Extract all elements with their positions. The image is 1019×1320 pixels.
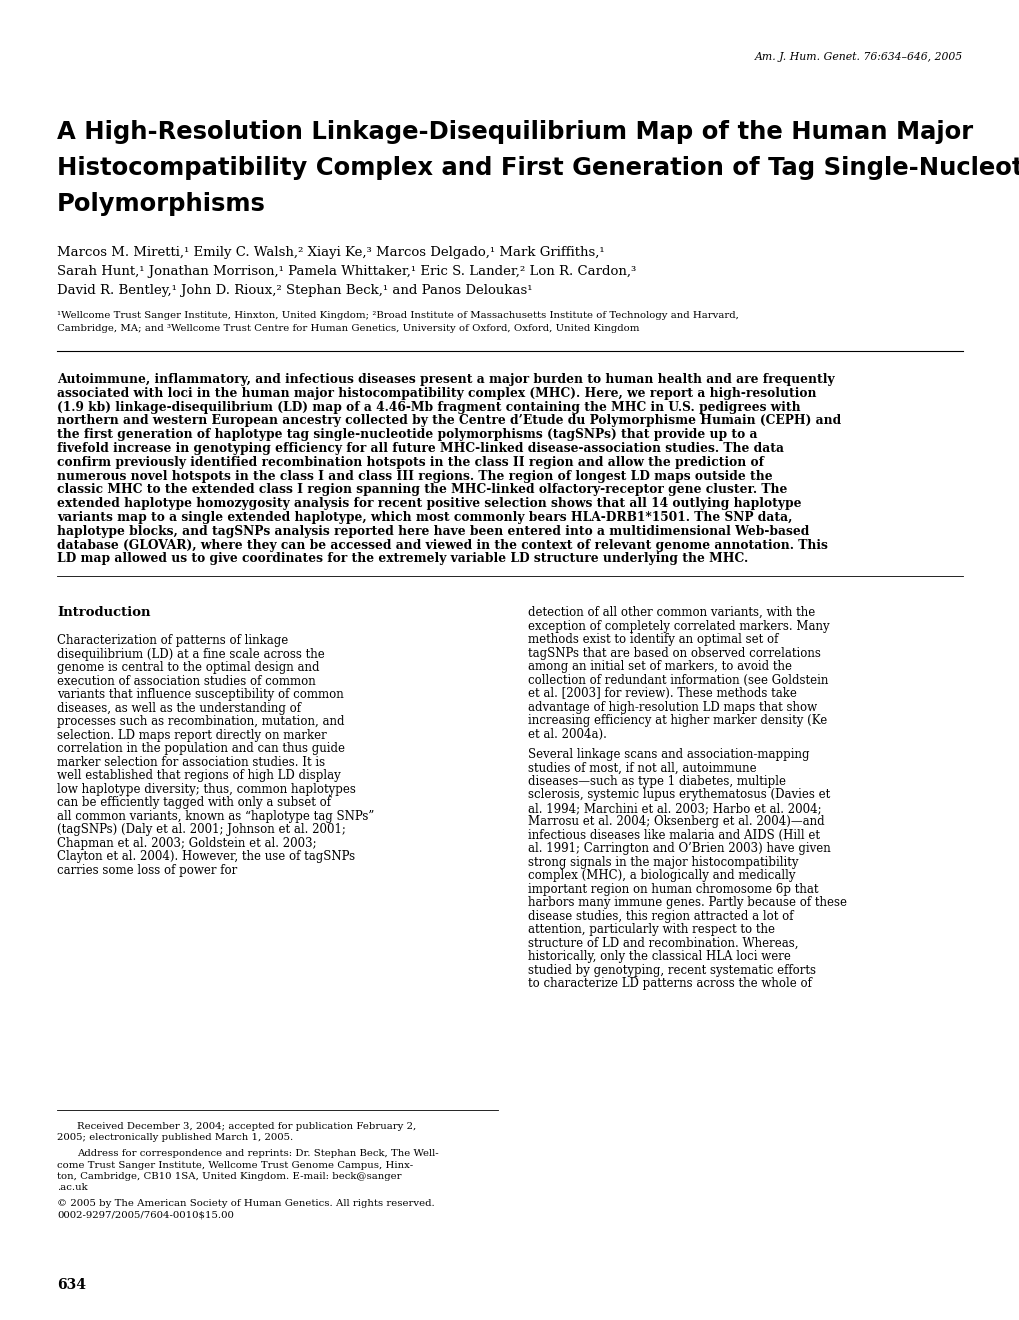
Text: can be efficiently tagged with only a subset of: can be efficiently tagged with only a su… — [57, 796, 331, 809]
Text: Marrosu et al. 2004; Oksenberg et al. 2004)—and: Marrosu et al. 2004; Oksenberg et al. 20… — [528, 816, 823, 829]
Text: detection of all other common variants, with the: detection of all other common variants, … — [528, 606, 814, 619]
Text: al. 1994; Marchini et al. 2003; Harbo et al. 2004;: al. 1994; Marchini et al. 2003; Harbo et… — [528, 803, 821, 814]
Text: diseases—such as type 1 diabetes, multiple: diseases—such as type 1 diabetes, multip… — [528, 775, 786, 788]
Text: 0002-9297/2005/7604-0010$15.00: 0002-9297/2005/7604-0010$15.00 — [57, 1210, 233, 1220]
Text: selection. LD maps report directly on marker: selection. LD maps report directly on ma… — [57, 729, 326, 742]
Text: the first generation of haplotype tag single-nucleotide polymorphisms (tagSNPs) : the first generation of haplotype tag si… — [57, 428, 757, 441]
Text: A High-Resolution Linkage-Disequilibrium Map of the Human Major: A High-Resolution Linkage-Disequilibrium… — [57, 120, 972, 144]
Text: correlation in the population and can thus guide: correlation in the population and can th… — [57, 742, 344, 755]
Text: Polymorphisms: Polymorphisms — [57, 191, 266, 216]
Text: collection of redundant information (see Goldstein: collection of redundant information (see… — [528, 673, 827, 686]
Text: confirm previously identified recombination hotspots in the class II region and : confirm previously identified recombinat… — [57, 455, 763, 469]
Text: extended haplotype homozygosity analysis for recent positive selection shows tha: extended haplotype homozygosity analysis… — [57, 498, 801, 511]
Text: LD map allowed us to give coordinates for the extremely variable LD structure un: LD map allowed us to give coordinates fo… — [57, 552, 748, 565]
Text: 634: 634 — [57, 1278, 86, 1292]
Text: northern and western European ancestry collected by the Centre d’Etude du Polymo: northern and western European ancestry c… — [57, 414, 841, 428]
Text: among an initial set of markers, to avoid the: among an initial set of markers, to avoi… — [528, 660, 791, 673]
Text: exception of completely correlated markers. Many: exception of completely correlated marke… — [528, 619, 828, 632]
Text: Am. J. Hum. Genet. 76:634–646, 2005: Am. J. Hum. Genet. 76:634–646, 2005 — [754, 51, 962, 62]
Text: et al. [2003] for review). These methods take: et al. [2003] for review). These methods… — [528, 688, 796, 700]
Text: (1.9 kb) linkage-disequilibrium (LD) map of a 4.46-Mb fragment containing the MH: (1.9 kb) linkage-disequilibrium (LD) map… — [57, 400, 800, 413]
Text: Clayton et al. 2004). However, the use of tagSNPs: Clayton et al. 2004). However, the use o… — [57, 850, 355, 863]
Text: fivefold increase in genotyping efficiency for all future MHC-linked disease-ass: fivefold increase in genotyping efficien… — [57, 442, 784, 455]
Text: come Trust Sanger Institute, Wellcome Trust Genome Campus, Hinx-: come Trust Sanger Institute, Wellcome Tr… — [57, 1160, 413, 1170]
Text: Autoimmune, inflammatory, and infectious diseases present a major burden to huma: Autoimmune, inflammatory, and infectious… — [57, 374, 834, 385]
Text: marker selection for association studies. It is: marker selection for association studies… — [57, 755, 325, 768]
Text: methods exist to identify an optimal set of: methods exist to identify an optimal set… — [528, 634, 777, 647]
Text: advantage of high-resolution LD maps that show: advantage of high-resolution LD maps tha… — [528, 701, 816, 714]
Text: increasing efficiency at higher marker density (Ke: increasing efficiency at higher marker d… — [528, 714, 826, 727]
Text: low haplotype diversity; thus, common haplotypes: low haplotype diversity; thus, common ha… — [57, 783, 356, 796]
Text: well established that regions of high LD display: well established that regions of high LD… — [57, 770, 340, 783]
Text: Sarah Hunt,¹ Jonathan Morrison,¹ Pamela Whittaker,¹ Eric S. Lander,² Lon R. Card: Sarah Hunt,¹ Jonathan Morrison,¹ Pamela … — [57, 265, 636, 279]
Text: database (GLOVAR), where they can be accessed and viewed in the context of relev: database (GLOVAR), where they can be acc… — [57, 539, 827, 552]
Text: associated with loci in the human major histocompatibility complex (MHC). Here, : associated with loci in the human major … — [57, 387, 815, 400]
Text: al. 1991; Carrington and O’Brien 2003) have given: al. 1991; Carrington and O’Brien 2003) h… — [528, 842, 829, 855]
Text: Introduction: Introduction — [57, 606, 151, 619]
Text: Address for correspondence and reprints: Dr. Stephan Beck, The Well-: Address for correspondence and reprints:… — [76, 1148, 438, 1158]
Text: carries some loss of power for: carries some loss of power for — [57, 863, 237, 876]
Text: classic MHC to the extended class I region spanning the MHC-linked olfactory-rec: classic MHC to the extended class I regi… — [57, 483, 787, 496]
Text: harbors many immune genes. Partly because of these: harbors many immune genes. Partly becaus… — [528, 896, 846, 909]
Text: sclerosis, systemic lupus erythematosus (Davies et: sclerosis, systemic lupus erythematosus … — [528, 788, 829, 801]
Text: historically, only the classical HLA loci were: historically, only the classical HLA loc… — [528, 950, 790, 964]
Text: Marcos M. Miretti,¹ Emily C. Walsh,² Xiayi Ke,³ Marcos Delgado,¹ Mark Griffiths,: Marcos M. Miretti,¹ Emily C. Walsh,² Xia… — [57, 246, 604, 259]
Text: processes such as recombination, mutation, and: processes such as recombination, mutatio… — [57, 715, 344, 729]
Text: genome is central to the optimal design and: genome is central to the optimal design … — [57, 661, 319, 675]
Text: ton, Cambridge, CB10 1SA, United Kingdom. E-mail: beck@sanger: ton, Cambridge, CB10 1SA, United Kingdom… — [57, 1172, 401, 1181]
Text: studied by genotyping, recent systematic efforts: studied by genotyping, recent systematic… — [528, 964, 815, 977]
Text: Characterization of patterns of linkage: Characterization of patterns of linkage — [57, 634, 288, 647]
Text: variants that influence susceptibility of common: variants that influence susceptibility o… — [57, 688, 343, 701]
Text: important region on human chromosome 6p that: important region on human chromosome 6p … — [528, 883, 817, 896]
Text: diseases, as well as the understanding of: diseases, as well as the understanding o… — [57, 702, 301, 714]
Text: tagSNPs that are based on observed correlations: tagSNPs that are based on observed corre… — [528, 647, 820, 660]
Text: .ac.uk: .ac.uk — [57, 1184, 88, 1192]
Text: et al. 2004a).: et al. 2004a). — [528, 727, 606, 741]
Text: Cambridge, MA; and ³Wellcome Trust Centre for Human Genetics, University of Oxfo: Cambridge, MA; and ³Wellcome Trust Centr… — [57, 323, 639, 333]
Text: structure of LD and recombination. Whereas,: structure of LD and recombination. Where… — [528, 937, 798, 950]
Text: © 2005 by The American Society of Human Genetics. All rights reserved.: © 2005 by The American Society of Human … — [57, 1199, 434, 1208]
Text: variants map to a single extended haplotype, which most commonly bears HLA-DRB1*: variants map to a single extended haplot… — [57, 511, 792, 524]
Text: studies of most, if not all, autoimmune: studies of most, if not all, autoimmune — [528, 762, 756, 775]
Text: disease studies, this region attracted a lot of: disease studies, this region attracted a… — [528, 909, 793, 923]
Text: Chapman et al. 2003; Goldstein et al. 2003;: Chapman et al. 2003; Goldstein et al. 20… — [57, 837, 316, 850]
Text: Several linkage scans and association-mapping: Several linkage scans and association-ma… — [528, 748, 809, 760]
Text: to characterize LD patterns across the whole of: to characterize LD patterns across the w… — [528, 977, 811, 990]
Text: 2005; electronically published March 1, 2005.: 2005; electronically published March 1, … — [57, 1134, 293, 1143]
Text: David R. Bentley,¹ John D. Rioux,² Stephan Beck,¹ and Panos Deloukas¹: David R. Bentley,¹ John D. Rioux,² Steph… — [57, 284, 532, 297]
Text: ¹Wellcome Trust Sanger Institute, Hinxton, United Kingdom; ²Broad Institute of M: ¹Wellcome Trust Sanger Institute, Hinxto… — [57, 312, 738, 319]
Text: all common variants, known as “haplotype tag SNPs”: all common variants, known as “haplotype… — [57, 809, 374, 822]
Text: disequilibrium (LD) at a fine scale across the: disequilibrium (LD) at a fine scale acro… — [57, 648, 324, 661]
Text: execution of association studies of common: execution of association studies of comm… — [57, 675, 316, 688]
Text: Received December 3, 2004; accepted for publication February 2,: Received December 3, 2004; accepted for … — [76, 1122, 416, 1131]
Text: Histocompatibility Complex and First Generation of Tag Single-Nucleotide: Histocompatibility Complex and First Gen… — [57, 156, 1019, 180]
Text: numerous novel hotspots in the class I and class III regions. The region of long: numerous novel hotspots in the class I a… — [57, 470, 771, 483]
Text: (tagSNPs) (Daly et al. 2001; Johnson et al. 2001;: (tagSNPs) (Daly et al. 2001; Johnson et … — [57, 824, 345, 836]
Text: strong signals in the major histocompatibility: strong signals in the major histocompati… — [528, 855, 798, 869]
Text: infectious diseases like malaria and AIDS (Hill et: infectious diseases like malaria and AID… — [528, 829, 819, 842]
Text: attention, particularly with respect to the: attention, particularly with respect to … — [528, 924, 774, 936]
Text: complex (MHC), a biologically and medically: complex (MHC), a biologically and medica… — [528, 870, 795, 883]
Text: haplotype blocks, and tagSNPs analysis reported here have been entered into a mu: haplotype blocks, and tagSNPs analysis r… — [57, 525, 809, 537]
